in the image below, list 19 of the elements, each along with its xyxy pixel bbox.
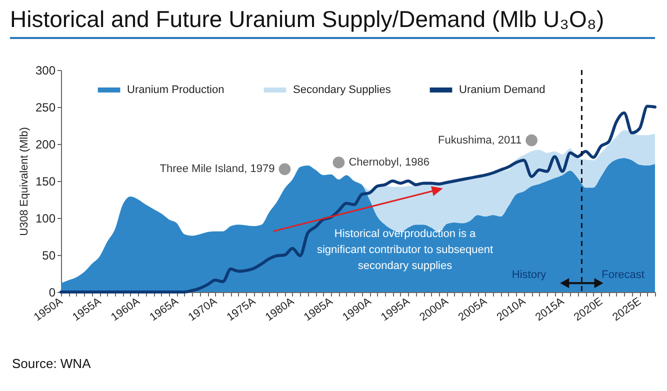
annotation: Forecast: [602, 269, 644, 281]
annotation: Fukushima, 2011: [438, 134, 522, 146]
annotation: Chernobyl, 1986: [348, 156, 430, 168]
y-axis-title: U308 Equivalent (Mlb): [18, 127, 30, 236]
y-tick-label: 200: [35, 138, 56, 152]
y-tick-label: 150: [35, 174, 56, 188]
y-tick-label: 100: [35, 212, 56, 226]
legend-label: Uranium Demand: [459, 84, 546, 96]
y-tick-label: 250: [35, 100, 56, 114]
annotation: Historical overproduction is a significant contributor to subsequent secondary supplies: [316, 228, 494, 272]
y-tick-label: 300: [35, 64, 56, 78]
source-note: Source: WNA: [12, 356, 91, 371]
legend-label: Secondary Supplies: [293, 84, 392, 96]
annotation: History: [512, 269, 547, 281]
annotation: Three Mile Island, 1979: [160, 163, 275, 176]
y-tick-label: 0: [48, 286, 56, 300]
legend-label: Uranium Production: [127, 84, 224, 96]
y-tick-label: 50: [42, 248, 56, 262]
chart-title: Historical and Future Uranium Supply/Demand (Mlb U₃O₈): [10, 6, 655, 39]
